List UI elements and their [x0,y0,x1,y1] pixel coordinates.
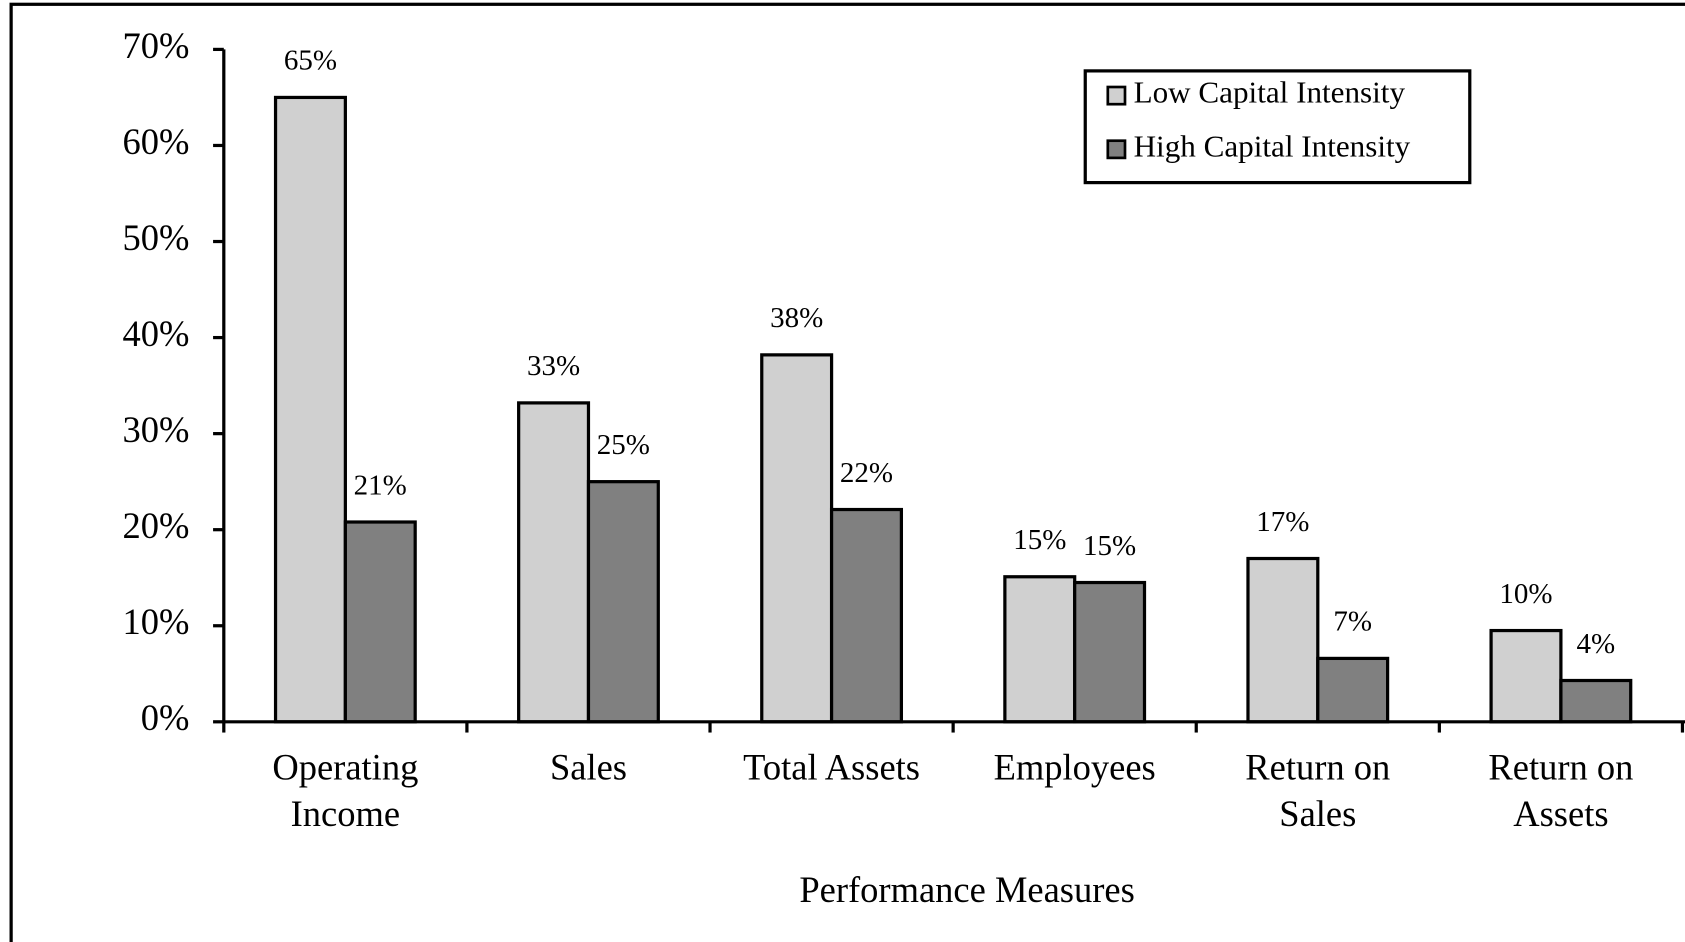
legend-box [1083,69,1472,185]
bar [586,480,660,724]
y-tick-label: 40% [123,313,190,354]
bar [1003,575,1077,724]
data-label: 65% [284,45,337,77]
bar [1073,580,1147,724]
data-label: 4% [1576,628,1615,660]
y-tick-label: 10% [123,601,190,642]
chart-frame [9,2,1685,942]
data-label: 15% [1083,530,1136,562]
bar [760,353,834,724]
bar [829,507,904,724]
x-tick-label: Total Assets [743,747,920,788]
data-label: 21% [354,469,407,501]
legend-swatch [1106,139,1127,160]
bar [1246,556,1320,724]
legend-label: Low Capital Intensity [1134,75,1406,110]
x-tick-label: Employees [994,747,1156,788]
legend-label: High Capital Intensity [1134,128,1411,163]
bar [517,401,591,724]
data-label: 33% [527,350,580,382]
y-tick-label: 20% [123,505,190,546]
data-label: 7% [1333,606,1372,638]
data-label: 25% [597,429,650,461]
bar [1559,678,1633,724]
x-tick-label: Return on [1245,747,1390,788]
legend-swatch [1106,85,1127,106]
bar [1316,656,1390,724]
data-label: 15% [1013,524,1066,556]
x-tick-label: Income [291,793,400,834]
bar [343,520,417,724]
data-label: 38% [770,302,823,334]
data-label: 10% [1499,578,1552,610]
x-tick-label: Sales [550,747,627,788]
y-tick-label: 70% [123,25,190,66]
bar [1489,628,1563,724]
x-tick-label: Operating [272,747,418,788]
x-tick-label: Assets [1513,793,1608,834]
x-tick-label: Return on [1488,747,1633,788]
x-tick-label: Sales [1279,793,1356,834]
x-axis-label: Performance Measures [799,869,1134,910]
data-label: 17% [1256,506,1309,538]
bar [273,95,347,724]
data-label: 22% [840,457,893,489]
y-tick-label: 30% [123,409,190,450]
y-tick-label: 60% [123,121,190,162]
y-tick-label: 0% [141,697,190,738]
y-tick-label: 50% [123,217,190,258]
